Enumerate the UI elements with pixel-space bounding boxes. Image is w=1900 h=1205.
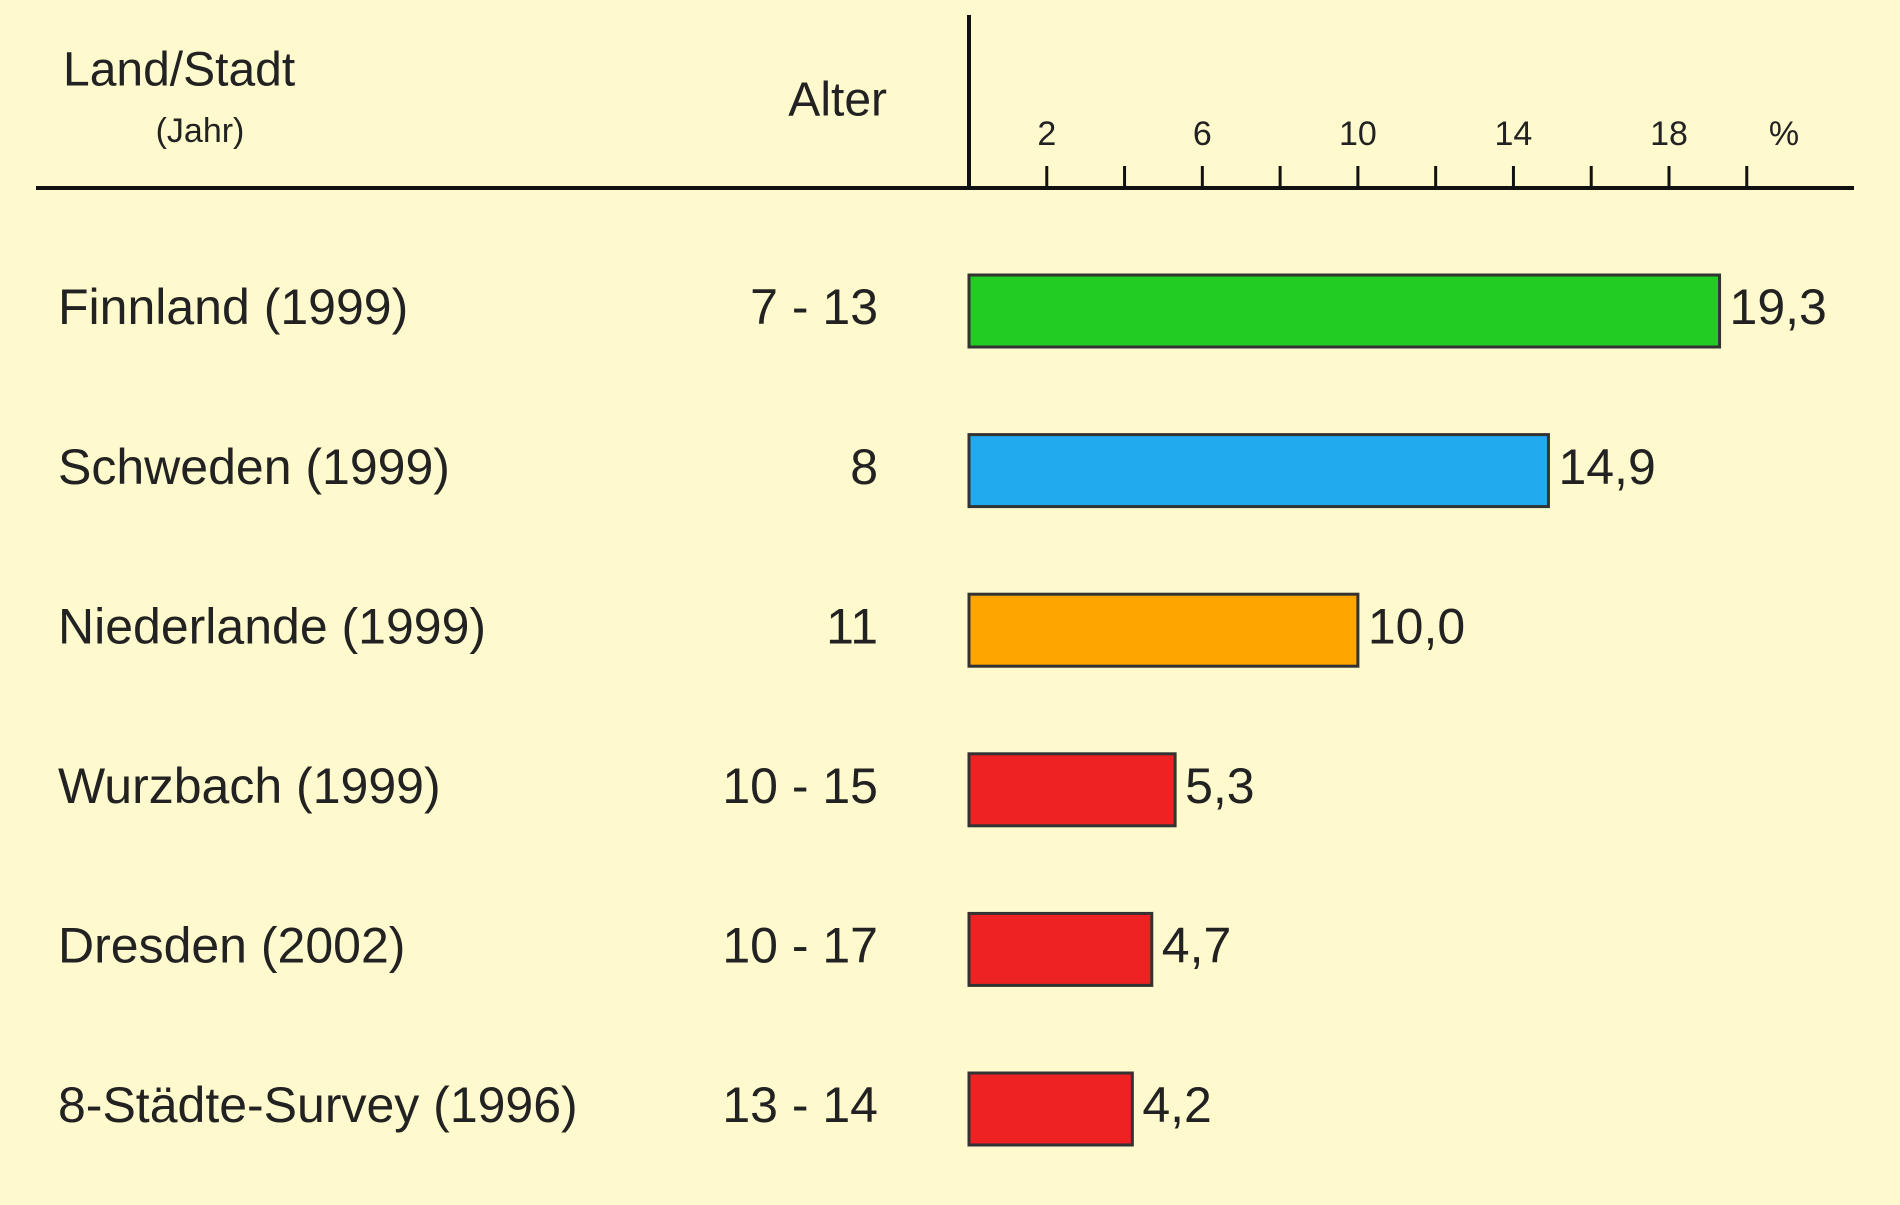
row-label: Schweden (1999) (58, 439, 450, 495)
bar (967, 592, 1360, 668)
x-tick-label: 6 (1193, 115, 1212, 153)
bar (967, 433, 1550, 509)
header-year: (Jahr) (156, 112, 245, 150)
row-label: Niederlande (1999) (58, 598, 486, 654)
header-name: Land/Stadt (63, 44, 295, 97)
value-label: 4,7 (1162, 918, 1232, 974)
value-label: 19,3 (1730, 279, 1827, 335)
row-label: Wurzbach (1999) (58, 758, 441, 814)
age-label: 8 (850, 439, 878, 495)
age-label: 10 - 15 (722, 758, 878, 814)
x-tick-label: 10 (1339, 115, 1377, 153)
age-label: 13 - 14 (722, 1077, 878, 1133)
bar (967, 911, 1154, 987)
x-tick-label: 2 (1037, 115, 1056, 153)
bar (967, 1071, 1134, 1147)
x-tick-label: 18 (1650, 115, 1688, 153)
age-label: 10 - 17 (722, 918, 878, 974)
row-label: 8-Städte-Survey (1996) (58, 1077, 578, 1133)
header-age: Alter (788, 74, 887, 127)
x-axis-unit: % (1769, 115, 1799, 153)
bar (967, 273, 1722, 349)
bar (967, 752, 1177, 828)
value-label: 14,9 (1558, 439, 1655, 495)
age-label: 7 - 13 (750, 279, 878, 335)
age-label: 11 (826, 598, 878, 654)
value-label: 10,0 (1368, 598, 1465, 654)
row-label: Dresden (2002) (58, 918, 405, 974)
value-label: 5,3 (1185, 758, 1255, 814)
value-label: 4,2 (1142, 1077, 1212, 1133)
row-label: Finnland (1999) (58, 279, 408, 335)
x-tick-label: 14 (1495, 115, 1533, 153)
